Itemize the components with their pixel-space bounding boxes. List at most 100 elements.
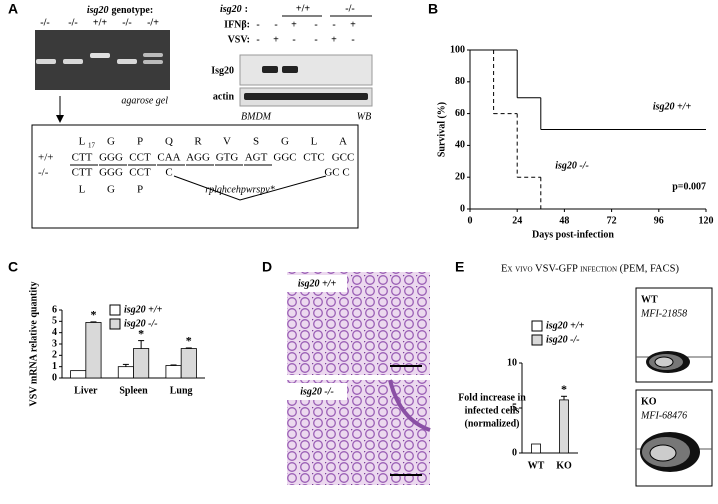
sign: + xyxy=(331,34,337,45)
lane-label: -/- xyxy=(122,17,131,28)
y-axis-label: VSV mRNA relative quantity xyxy=(28,282,39,407)
frameshift: rplqhcehpwrspv* xyxy=(205,184,274,195)
series-label: isg20 +/+ xyxy=(653,101,692,112)
amino-acid: S xyxy=(253,136,259,148)
x-tick-label: 24 xyxy=(512,215,522,226)
facs-plots xyxy=(635,287,713,487)
codon: CTC xyxy=(303,152,324,164)
x-tick-label: 0 xyxy=(468,215,473,226)
bar xyxy=(165,365,182,379)
annotation: p=0.007 xyxy=(672,181,706,192)
row-label: VSV: xyxy=(228,34,250,45)
series-label: isg20 -/- xyxy=(555,160,589,171)
facs-label: WT xyxy=(641,294,658,305)
wb-footer: BMDM xyxy=(241,111,272,122)
y-axis-label: Fold increase in xyxy=(458,392,526,403)
y-axis-label: (normalized) xyxy=(465,418,520,429)
bar xyxy=(133,348,150,379)
tissue-label: isg20 -/- xyxy=(300,386,334,397)
genotype: +/+ xyxy=(38,152,53,164)
gel-caption: agarose gel xyxy=(121,95,168,106)
amino-acid: G xyxy=(281,136,289,148)
bar xyxy=(559,399,569,454)
lane-label: -/- xyxy=(68,17,77,28)
y-tick-label: 60 xyxy=(455,108,465,119)
amino-acid: V xyxy=(223,136,231,148)
lane-label: +/+ xyxy=(93,17,107,28)
codon: GCC xyxy=(332,152,355,164)
deletion-line xyxy=(173,175,327,201)
gene-name: isg20 xyxy=(87,5,109,16)
y-tick-label: 0 xyxy=(52,372,57,383)
histology xyxy=(287,272,431,485)
sign: - xyxy=(274,19,277,30)
x-tick-label: 72 xyxy=(607,215,617,226)
y-tick-label: 0 xyxy=(460,203,465,214)
bar xyxy=(70,370,87,379)
legend-swatch xyxy=(109,318,121,330)
y-tick-label: 5 xyxy=(512,402,517,413)
legend-swatch xyxy=(531,334,543,346)
gel-title: isg20 genotype: xyxy=(87,5,153,16)
y-axis-label: Survival (%) xyxy=(436,102,447,157)
x-tick-label: Liver xyxy=(74,385,98,396)
amino-acid: L xyxy=(79,136,86,148)
y-tick-label: 0 xyxy=(512,447,517,458)
lane-label: -/+ xyxy=(147,17,159,28)
wb-gene: isg20: xyxy=(220,4,248,15)
significance: * xyxy=(138,326,144,340)
legend-label: isg20 +/+ xyxy=(124,304,163,315)
x-tick-label: 120 xyxy=(699,215,714,226)
codon: CTT xyxy=(72,152,93,164)
amino-acid: L xyxy=(311,136,318,148)
sep: : xyxy=(245,4,248,15)
title-text: genotype: xyxy=(112,5,154,16)
panel-label: E xyxy=(455,259,464,275)
sign: - xyxy=(256,34,259,45)
lane-label: -/- xyxy=(40,17,49,28)
sign: - xyxy=(292,34,295,45)
sign: - xyxy=(314,19,317,30)
sign: - xyxy=(314,34,317,45)
codon: GGG xyxy=(99,167,123,179)
wb-footer: WB xyxy=(357,111,371,122)
y-tick-label: 80 xyxy=(455,76,465,87)
sign: - xyxy=(256,19,259,30)
panel-label: C xyxy=(8,259,18,275)
y-tick-label: 40 xyxy=(455,140,465,151)
codon: GC C xyxy=(324,167,349,179)
panel-label: D xyxy=(262,259,272,275)
amino-acid: R xyxy=(194,136,202,148)
blot-label: actin xyxy=(213,91,235,102)
x-axis-label: Days post-infection xyxy=(532,229,614,240)
legend-label: isg20 -/- xyxy=(546,334,580,345)
bar xyxy=(531,443,541,454)
panel-label: A xyxy=(8,1,18,17)
row-label: IFNβ: xyxy=(224,19,250,30)
amino-acid: G xyxy=(107,136,115,148)
codon: C xyxy=(165,167,172,179)
bar xyxy=(117,366,134,379)
sign: + xyxy=(350,19,356,30)
significance: * xyxy=(186,334,192,348)
mfi: MFI-68476 xyxy=(640,410,687,421)
amino-acid: A xyxy=(339,136,347,148)
chart-title: Ex vivo VSV-GFP infection (PEM, FACS) xyxy=(501,263,679,274)
sign: - xyxy=(351,34,354,45)
amino-acid: L xyxy=(79,184,86,196)
genotype: -/- xyxy=(38,167,49,179)
genotype: -/- xyxy=(345,3,354,14)
codon: AGG xyxy=(186,152,210,164)
x-tick-label: KO xyxy=(556,460,572,471)
subscript: 17 xyxy=(88,142,96,150)
mfi: MFI-21858 xyxy=(640,308,687,319)
legend-label: isg20 -/- xyxy=(124,318,158,329)
y-tick-label: 1 xyxy=(52,361,57,372)
codon: GTG xyxy=(216,152,239,164)
y-tick-label: 5 xyxy=(52,316,57,327)
y-tick-label: 2 xyxy=(52,350,57,361)
x-tick-label: Spleen xyxy=(119,385,148,396)
x-tick-label: Lung xyxy=(170,385,193,396)
codon: CTT xyxy=(72,167,93,179)
